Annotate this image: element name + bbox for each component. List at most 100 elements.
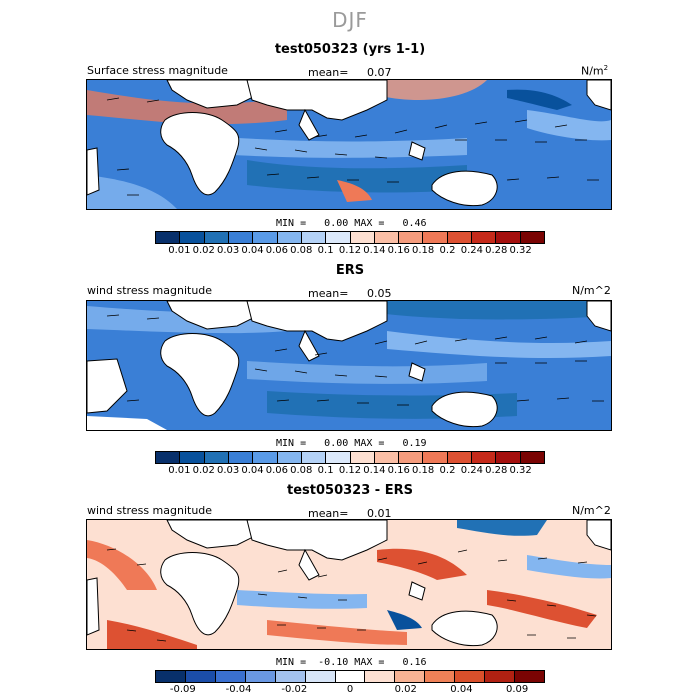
colorbar-swatch — [447, 232, 473, 243]
colorbar-swatch — [472, 232, 497, 243]
colorbar-tick-label: 0.02 — [394, 684, 417, 695]
colorbar-tick-label: 0.28 — [485, 465, 508, 476]
colorbar-tick-label: 0.16 — [387, 465, 410, 476]
colorbar-swatch — [425, 671, 456, 682]
colorbar-swatch — [350, 452, 375, 463]
panel-2-colorbar — [155, 451, 545, 464]
colorbar-tick-label: 0.06 — [265, 465, 289, 476]
colorbar-swatch — [185, 671, 216, 682]
panel-3-title: test050323 - ERS — [287, 483, 413, 498]
panel-1-colorbar — [155, 231, 545, 244]
colorbar-tick-label: 0.2 — [439, 245, 456, 256]
colorbar-tick-label: 0.32 — [509, 465, 532, 476]
panel-3-mean-value: 0.01 — [367, 507, 392, 520]
colorbar-tick-label: 0.04 — [450, 684, 473, 695]
colorbar-swatch — [228, 452, 254, 463]
colorbar-swatch — [399, 452, 424, 463]
colorbar-swatch — [180, 232, 205, 243]
panel-1-min-max: MIN = 0.00 MAX = 0.46 — [276, 218, 427, 229]
panel-3-units: N/m^2 — [572, 504, 611, 517]
panel-2-map — [86, 300, 612, 431]
panel-1-mean-label: mean= — [308, 66, 349, 79]
colorbar-swatch — [180, 452, 205, 463]
panel-3-map-canvas — [87, 520, 611, 649]
panel-1-map — [86, 79, 612, 210]
colorbar-swatch — [335, 671, 366, 682]
colorbar-swatch — [496, 452, 521, 463]
colorbar-tick-label: 0.08 — [290, 465, 313, 476]
panel-1-variable-label: Surface stress magnitude — [87, 64, 228, 77]
colorbar-swatch — [472, 452, 497, 463]
colorbar-swatch — [204, 452, 229, 463]
colorbar-tick-label: 0.04 — [241, 245, 264, 256]
colorbar-swatch — [301, 452, 327, 463]
colorbar-swatch — [365, 671, 396, 682]
colorbar-tick-label: 0.2 — [439, 465, 456, 476]
colorbar-swatch — [485, 671, 516, 682]
panel-2-title: ERS — [335, 263, 365, 278]
panel-2-vector-field — [106, 314, 604, 406]
figure-title: DJF — [332, 8, 368, 32]
colorbar-swatch — [447, 452, 473, 463]
colorbar-tick-label: 0.16 — [387, 245, 410, 256]
colorbar-tick-label: 0.14 — [363, 245, 386, 256]
colorbar-tick-label: 0.01 — [168, 465, 191, 476]
colorbar-swatch — [228, 232, 254, 243]
colorbar-swatch — [156, 232, 181, 243]
colorbar-tick-label: 0.12 — [338, 465, 362, 476]
colorbar-swatch — [520, 232, 544, 243]
panel-3-map — [86, 519, 612, 650]
colorbar-tick-label: 0.1 — [317, 465, 334, 476]
colorbar-swatch — [156, 452, 181, 463]
colorbar-tick-label: 0.24 — [460, 245, 484, 256]
panel-3-colorbar — [155, 670, 545, 683]
colorbar-tick-label: -0.02 — [281, 684, 308, 695]
colorbar-swatch — [350, 232, 375, 243]
colorbar-tick-label: 0.28 — [485, 245, 508, 256]
colorbar-swatch — [423, 232, 448, 243]
colorbar-swatch — [326, 452, 351, 463]
panel-3-vector-field — [106, 548, 597, 642]
panel-3-mean-label: mean= — [308, 507, 349, 520]
colorbar-swatch — [156, 671, 186, 682]
panel-1-colorbar-ticks: 0.01 0.02 0.03 0.04 0.06 0.08 0.1 0.12 0.14 0.16 0… — [155, 245, 545, 257]
panel-3-colorbar-ticks: -0.09 -0.04 -0.02 0 0.02 0.04 0.09 — [155, 684, 545, 696]
colorbar-tick-label: 0.03 — [216, 465, 240, 476]
colorbar-swatch — [301, 232, 327, 243]
panel-2-mean-label: mean= — [308, 287, 349, 300]
panel-2-colorbar-ticks: 0.01 0.02 0.03 0.04 0.06 0.08 0.1 0.12 0.14 0.16 0… — [155, 465, 545, 477]
colorbar-swatch — [326, 232, 351, 243]
colorbar-swatch — [277, 232, 302, 243]
panel-2-mean-value: 0.05 — [367, 287, 392, 300]
colorbar-tick-label: 0.14 — [363, 465, 386, 476]
colorbar-tick-label: 0.24 — [460, 465, 484, 476]
colorbar-swatch — [520, 452, 544, 463]
colorbar-tick-label: 0.18 — [411, 465, 435, 476]
colorbar-swatch — [253, 452, 278, 463]
panel-2-units: N/m^2 — [572, 284, 611, 297]
colorbar-swatch — [496, 232, 521, 243]
colorbar-swatch — [277, 452, 302, 463]
colorbar-swatch — [515, 671, 544, 682]
panel-1-units: N/m2 — [581, 64, 609, 78]
colorbar-swatch — [399, 232, 424, 243]
colorbar-tick-label: 0.18 — [411, 245, 435, 256]
colorbar-tick-label: 0.03 — [216, 245, 240, 256]
panel-2-min-max: MIN = 0.00 MAX = 0.19 — [276, 438, 427, 449]
panel-2-map-canvas — [87, 301, 611, 430]
colorbar-swatch — [455, 671, 486, 682]
panel-1-vector-field — [106, 97, 599, 196]
colorbar-tick-label: 0.12 — [338, 245, 362, 256]
panel-1-map-canvas — [87, 80, 611, 209]
colorbar-swatch — [253, 232, 278, 243]
colorbar-tick-label: 0.32 — [509, 245, 532, 256]
colorbar-tick-label: 0.02 — [192, 465, 215, 476]
panel-2-variable-label: wind stress magnitude — [87, 284, 213, 297]
panel-1-title: test050323 (yrs 1-1) — [274, 42, 426, 57]
colorbar-swatch — [275, 671, 306, 682]
colorbar-tick-label: 0.01 — [168, 245, 191, 256]
colorbar-swatch — [374, 232, 400, 243]
colorbar-tick-label: 0.02 — [192, 245, 215, 256]
colorbar-swatch — [305, 671, 336, 682]
panel-3-min-max: MIN = -0.10 MAX = 0.16 — [276, 657, 427, 668]
